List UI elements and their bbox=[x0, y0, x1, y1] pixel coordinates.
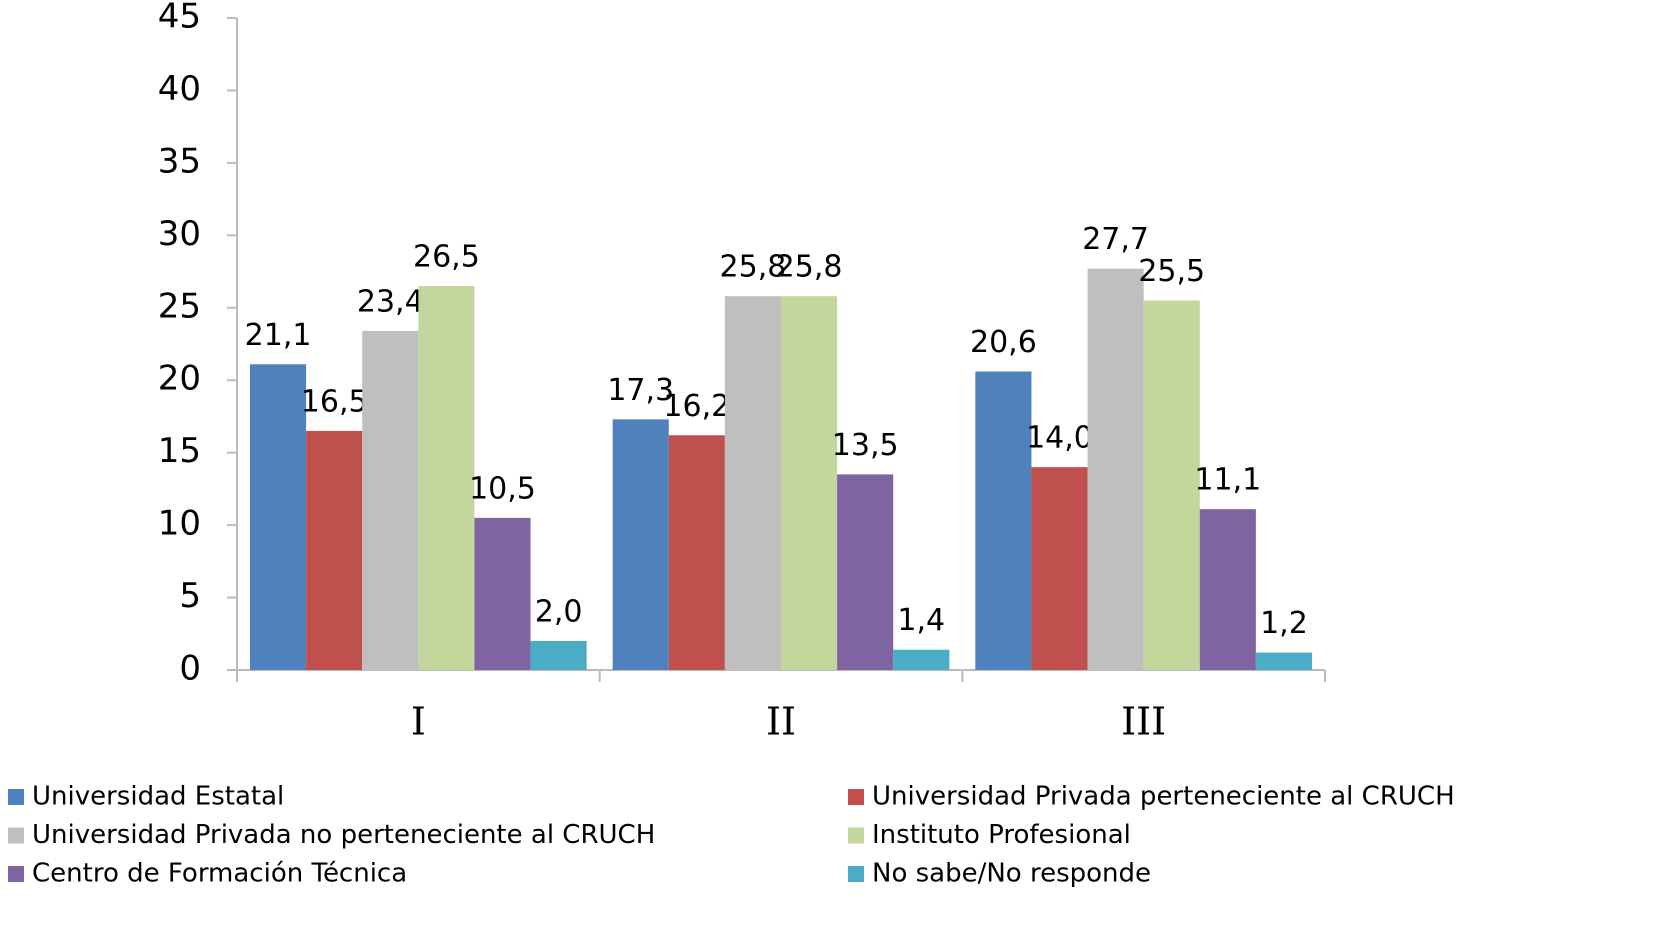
y-tick-label: 5 bbox=[179, 576, 201, 616]
y-tick-label: 35 bbox=[158, 141, 201, 181]
value-label: 25,8 bbox=[720, 250, 787, 285]
value-label: 10,5 bbox=[469, 471, 536, 506]
legend-swatch bbox=[848, 866, 864, 882]
legend-label: Universidad Privada no perteneciente al … bbox=[32, 820, 655, 850]
bar bbox=[837, 474, 894, 670]
legend-swatch bbox=[8, 866, 24, 882]
y-tick-label: 10 bbox=[158, 504, 201, 544]
value-label: 14,0 bbox=[1026, 421, 1093, 456]
value-label: 26,5 bbox=[413, 240, 480, 275]
bar bbox=[474, 517, 531, 670]
value-label: 23,4 bbox=[357, 284, 424, 319]
x-tick-label: I bbox=[411, 700, 426, 744]
value-label: 27,7 bbox=[1082, 222, 1149, 257]
x-tick-label: II bbox=[766, 700, 796, 744]
legend-label: Universidad Estatal bbox=[32, 782, 284, 812]
bar bbox=[530, 641, 587, 670]
legend-swatch bbox=[8, 827, 24, 844]
value-label: 16,5 bbox=[301, 384, 368, 419]
value-label: 21,1 bbox=[245, 318, 312, 353]
bar bbox=[250, 364, 307, 670]
bar bbox=[975, 371, 1032, 670]
legend-label: Instituto Profesional bbox=[872, 820, 1131, 850]
y-tick-label: 20 bbox=[158, 359, 201, 399]
y-tick-label: 45 bbox=[158, 0, 201, 37]
bar bbox=[612, 419, 669, 670]
value-label: 2,0 bbox=[535, 595, 583, 630]
legend-swatch bbox=[8, 789, 24, 805]
bar bbox=[362, 330, 419, 670]
legend-label: Universidad Privada perteneciente al CRU… bbox=[872, 782, 1455, 812]
bar bbox=[1087, 268, 1144, 670]
bar bbox=[1143, 300, 1200, 670]
value-label: 25,5 bbox=[1138, 254, 1205, 289]
value-label: 16,2 bbox=[663, 389, 730, 424]
value-label: 17,3 bbox=[607, 373, 674, 408]
bar bbox=[668, 435, 725, 670]
legend-swatch bbox=[848, 789, 864, 805]
bar bbox=[418, 286, 475, 670]
bar bbox=[781, 296, 838, 670]
y-tick-label: 15 bbox=[158, 431, 201, 471]
y-tick-label: 40 bbox=[158, 69, 201, 109]
bar bbox=[724, 296, 781, 670]
value-label: 13,5 bbox=[832, 428, 899, 463]
legend-swatch bbox=[848, 827, 864, 844]
value-label: 20,6 bbox=[970, 325, 1037, 360]
bar bbox=[306, 430, 363, 670]
value-label: 1,2 bbox=[1260, 606, 1308, 641]
bar bbox=[1255, 652, 1312, 670]
y-tick-label: 25 bbox=[158, 286, 201, 326]
bar bbox=[893, 649, 950, 670]
y-tick-label: 30 bbox=[158, 214, 201, 254]
value-label: 1,4 bbox=[897, 603, 945, 638]
value-label: 11,1 bbox=[1194, 463, 1261, 498]
bar bbox=[1031, 467, 1088, 670]
x-tick-label: III bbox=[1121, 700, 1166, 744]
bar bbox=[1199, 509, 1256, 670]
legend-label: No sabe/No responde bbox=[872, 859, 1151, 889]
y-tick-label: 0 bbox=[179, 649, 201, 689]
value-label: 25,8 bbox=[776, 250, 843, 285]
legend-label: Centro de Formación Técnica bbox=[32, 859, 407, 889]
